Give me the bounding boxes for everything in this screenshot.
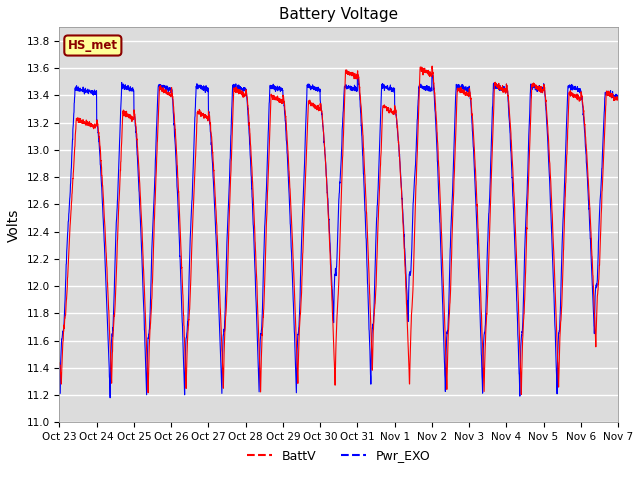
Text: HS_met: HS_met — [68, 39, 118, 52]
BattV — [119, 109, 127, 115]
Pwr_EXO — [543, 129, 551, 134]
Pwr_EXO — [56, 363, 63, 369]
Legend: BattV, Pwr_EXO: BattV, Pwr_EXO — [241, 444, 436, 468]
BattV — [152, 168, 160, 174]
BattV — [518, 392, 525, 397]
Pwr_EXO — [120, 84, 127, 89]
Y-axis label: Volts: Volts — [7, 208, 21, 241]
Line: Pwr_EXO: Pwr_EXO — [60, 75, 618, 398]
BattV — [428, 63, 436, 69]
Title: Battery Voltage: Battery Voltage — [279, 7, 398, 22]
Line: BattV: BattV — [60, 66, 618, 395]
BattV — [270, 96, 278, 102]
Pwr_EXO — [153, 125, 161, 131]
Pwr_EXO — [604, 91, 611, 97]
Pwr_EXO — [354, 72, 362, 78]
Pwr_EXO — [614, 94, 622, 99]
BattV — [56, 360, 63, 366]
Pwr_EXO — [270, 86, 278, 92]
Pwr_EXO — [106, 395, 114, 401]
BattV — [294, 381, 301, 386]
BattV — [604, 90, 611, 96]
BattV — [614, 96, 622, 101]
Pwr_EXO — [294, 331, 302, 337]
BattV — [543, 117, 551, 123]
